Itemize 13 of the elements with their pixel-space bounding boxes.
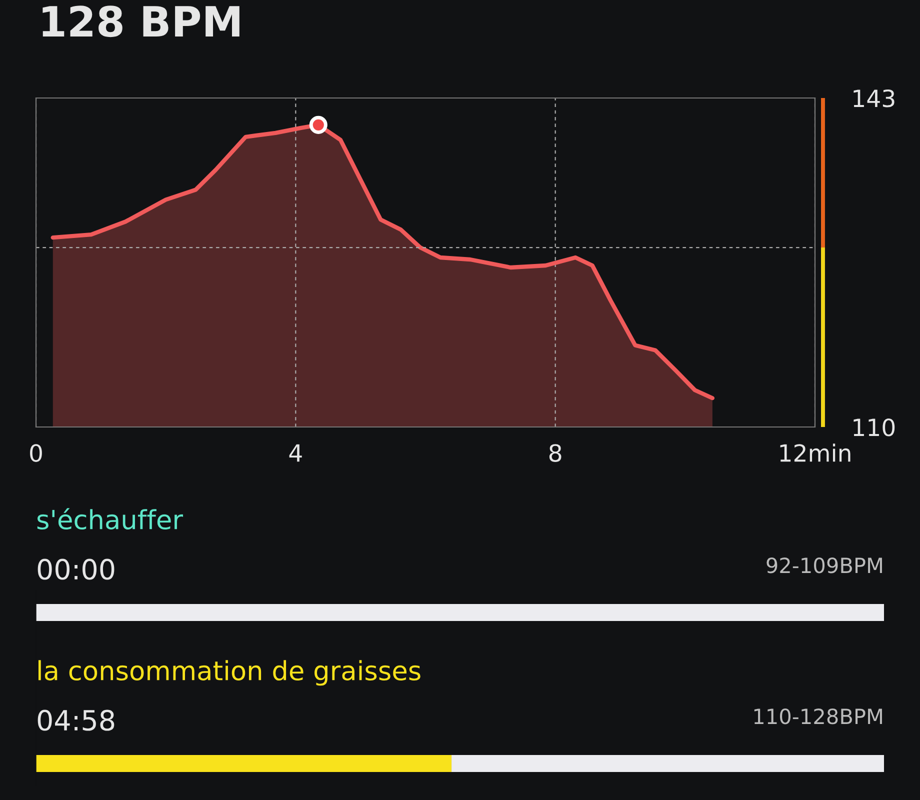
chart-title: 128 BPM — [42, 6, 240, 38]
text: 00:00 — [38, 558, 114, 580]
y-tick-label: s'échauffer — [37, 508, 184, 530]
y-tick-label: 143 — [854, 89, 894, 108]
annotation: 110-128BPM — [754, 708, 882, 724]
text: 92-109BPM — [766, 557, 882, 574]
x-tick-label: 12min — [780, 444, 850, 462]
x-tick-label: 0 — [30, 444, 42, 462]
x-tick-label: 8 — [549, 444, 562, 462]
y-tick-label: 110 — [854, 418, 895, 436]
x-tick-label: 4 — [289, 444, 302, 462]
y-tick-label: la consommation de graisses — [38, 660, 420, 686]
annotation: 04:58 — [38, 710, 114, 731]
